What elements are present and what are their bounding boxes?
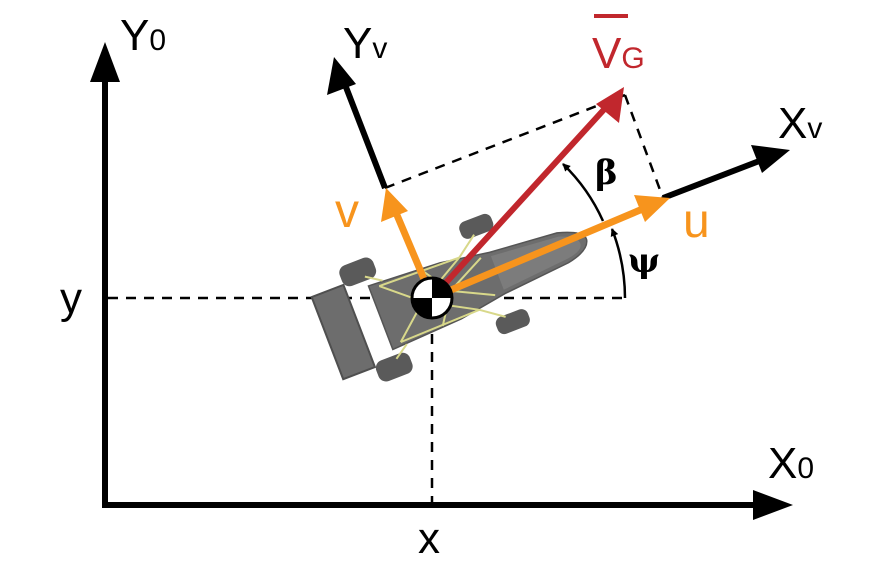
front-left-tire [459, 213, 494, 239]
yv-axis-arrowhead [327, 57, 356, 95]
xv-label: Xv [778, 99, 822, 148]
y0-axis-arrowhead [90, 42, 120, 82]
front-right-tire [495, 309, 530, 335]
rear-right-tire [375, 352, 413, 382]
y-position-label: y [60, 274, 82, 323]
beta-label: β [595, 153, 618, 193]
v-label: v [335, 185, 359, 238]
psi-arc [610, 228, 627, 299]
xv-axis-arrowhead [751, 145, 790, 173]
vg-label-sub: G [621, 42, 644, 75]
yv-label-main: Y [343, 19, 372, 68]
beta-arc [562, 163, 605, 222]
y0-label-sub: 0 [149, 24, 166, 57]
u-vector-arrowhead [634, 195, 670, 222]
vehicle-axes [327, 57, 790, 201]
x0-label: X0 [768, 439, 814, 488]
xv-axis [661, 155, 769, 201]
yv-axis [341, 80, 388, 190]
x0-label-main: X [768, 439, 797, 488]
velocity-vectors [381, 87, 670, 302]
u-vector [430, 201, 654, 302]
xv-label-sub: v [807, 112, 822, 145]
vg-vector [429, 101, 612, 301]
psi-label: ψ [628, 241, 660, 281]
vg-projection-to-xv [623, 94, 665, 199]
labels: Y0 X0 Yv Xv VG u v β ψ x y [60, 11, 822, 563]
xv-label-main: X [778, 99, 807, 148]
vg-label-main: V [592, 29, 622, 78]
y0-label: Y0 [120, 11, 166, 60]
vg-vector-arrowhead [596, 87, 624, 123]
x-position-label: x [418, 514, 440, 563]
yv-label-sub: v [372, 32, 387, 65]
v-vector-arrowhead [381, 188, 408, 222]
global-axes [90, 42, 793, 520]
angle-arcs [562, 163, 627, 299]
vg-label: VG [592, 29, 645, 78]
yv-label: Yv [343, 19, 387, 68]
x0-axis-arrowhead [753, 490, 793, 520]
center-of-gravity-symbol [410, 276, 454, 320]
rear-wing [310, 283, 377, 381]
y0-label-main: Y [120, 11, 149, 60]
car-nose-shade [490, 236, 581, 290]
vg-projection-to-yv [384, 93, 626, 190]
x0-label-sub: 0 [797, 452, 814, 485]
u-label: u [683, 195, 710, 248]
rear-left-tire [339, 257, 377, 287]
